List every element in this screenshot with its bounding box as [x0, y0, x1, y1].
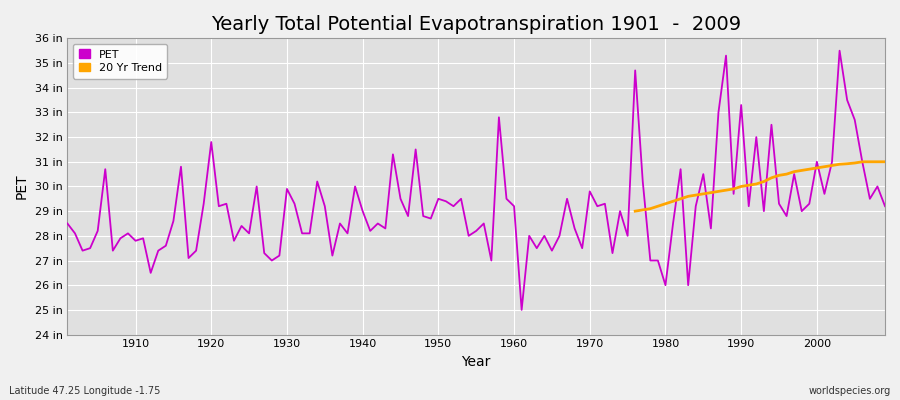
PET [508, 204, 519, 209]
PET [289, 201, 300, 206]
20 Yr Trend [728, 186, 739, 191]
Text: Latitude 47.25 Longitude -1.75: Latitude 47.25 Longitude -1.75 [9, 386, 160, 396]
Text: worldspecies.org: worldspecies.org [809, 386, 891, 396]
PET [501, 196, 512, 201]
20 Yr Trend [721, 188, 732, 192]
20 Yr Trend [872, 159, 883, 164]
20 Yr Trend [774, 173, 785, 178]
Line: PET: PET [68, 51, 885, 310]
20 Yr Trend [743, 183, 754, 188]
PET [608, 251, 618, 256]
20 Yr Trend [781, 172, 792, 176]
20 Yr Trend [834, 162, 845, 167]
20 Yr Trend [759, 179, 769, 184]
20 Yr Trend [826, 163, 837, 168]
20 Yr Trend [690, 193, 701, 198]
20 Yr Trend [645, 206, 656, 211]
20 Yr Trend [736, 184, 747, 189]
20 Yr Trend [842, 161, 852, 166]
20 Yr Trend [788, 169, 799, 174]
20 Yr Trend [751, 182, 761, 186]
20 Yr Trend [668, 199, 679, 204]
Title: Yearly Total Potential Evapotranspiration 1901  -  2009: Yearly Total Potential Evapotranspiratio… [212, 15, 742, 34]
20 Yr Trend [675, 196, 686, 201]
PET [335, 221, 346, 226]
20 Yr Trend [865, 159, 876, 164]
Legend: PET, 20 Yr Trend: PET, 20 Yr Trend [73, 44, 167, 78]
20 Yr Trend [652, 204, 663, 209]
20 Yr Trend [637, 208, 648, 212]
PET [62, 221, 73, 226]
20 Yr Trend [630, 209, 641, 214]
20 Yr Trend [819, 164, 830, 169]
PET [517, 308, 527, 312]
20 Yr Trend [879, 159, 890, 164]
PET [122, 231, 133, 236]
20 Yr Trend [698, 192, 708, 196]
20 Yr Trend [660, 201, 670, 206]
20 Yr Trend [766, 176, 777, 180]
20 Yr Trend [857, 159, 868, 164]
X-axis label: Year: Year [462, 355, 490, 369]
20 Yr Trend [713, 189, 724, 194]
20 Yr Trend [812, 166, 823, 170]
20 Yr Trend [804, 167, 814, 172]
20 Yr Trend [796, 168, 807, 173]
PET [879, 204, 890, 209]
20 Yr Trend [683, 194, 694, 199]
Y-axis label: PET: PET [15, 174, 29, 199]
PET [834, 48, 845, 53]
20 Yr Trend [706, 190, 716, 195]
20 Yr Trend [850, 161, 860, 166]
Line: 20 Yr Trend: 20 Yr Trend [635, 162, 885, 211]
